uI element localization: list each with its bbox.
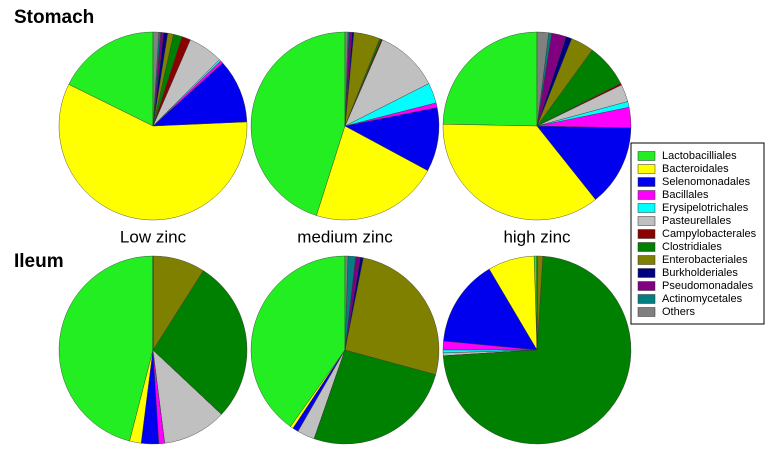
pie-slice	[344, 39, 430, 127]
pie-slice	[250, 255, 346, 427]
pie-slice	[344, 255, 349, 351]
pie-slice	[442, 255, 632, 445]
pie-slice	[344, 107, 440, 171]
legend-swatch	[637, 294, 656, 304]
pie-slice	[443, 268, 538, 351]
legend-swatch	[637, 151, 656, 161]
legend-label: Pseudomonadales	[662, 280, 754, 292]
pie-slice	[152, 31, 160, 127]
legend-label: Burkholderiales	[662, 267, 738, 279]
pie-slice	[344, 31, 349, 127]
legend-label: Pasteurellales	[662, 215, 732, 227]
legend-label: Bacillales	[662, 189, 709, 201]
pie-slice	[536, 31, 550, 127]
legend-label: Campylobacterales	[662, 228, 757, 240]
legend-swatch	[637, 242, 656, 252]
pie-slice	[152, 349, 222, 444]
legend-swatch	[637, 307, 656, 317]
legend-swatch	[637, 164, 656, 174]
legend-label: Bacteroidales	[662, 163, 729, 175]
legend-swatch	[637, 177, 656, 187]
pie-slice	[316, 125, 429, 221]
pie-slice	[313, 349, 436, 445]
pie-slice	[152, 270, 248, 415]
legend-label: Erysipelotrichales	[662, 202, 749, 214]
legend-label: Clostridiales	[662, 241, 722, 253]
legend-swatch	[637, 268, 656, 278]
column-label: Low zinc	[120, 227, 187, 246]
legend-swatch	[637, 255, 656, 265]
legend-label: Others	[662, 306, 696, 318]
legend-label: Enterobacteriales	[662, 254, 748, 266]
legend-label: Selenomonadales	[662, 176, 751, 188]
legend-label: Actinomycetales	[662, 293, 743, 305]
column-label: medium zinc	[297, 227, 393, 246]
pie-slice	[58, 255, 154, 442]
pie-slice	[250, 31, 346, 216]
pie-slice	[58, 84, 248, 221]
pie-slice	[442, 31, 538, 127]
column-label: high zinc	[503, 227, 571, 246]
legend-swatch	[637, 190, 656, 200]
legend-swatch	[637, 216, 656, 226]
row-label: Stomach	[14, 7, 94, 28]
pie-slice	[344, 257, 440, 375]
legend-swatch	[637, 281, 656, 291]
pie-slice	[536, 125, 632, 200]
pie-slice	[442, 124, 596, 221]
legend-swatch	[637, 229, 656, 239]
pie-slice	[68, 31, 154, 127]
row-label: Ileum	[14, 251, 64, 272]
pie-slice	[152, 62, 248, 127]
legend-label: Lactobacilliales	[662, 150, 737, 162]
legend-swatch	[637, 203, 656, 213]
